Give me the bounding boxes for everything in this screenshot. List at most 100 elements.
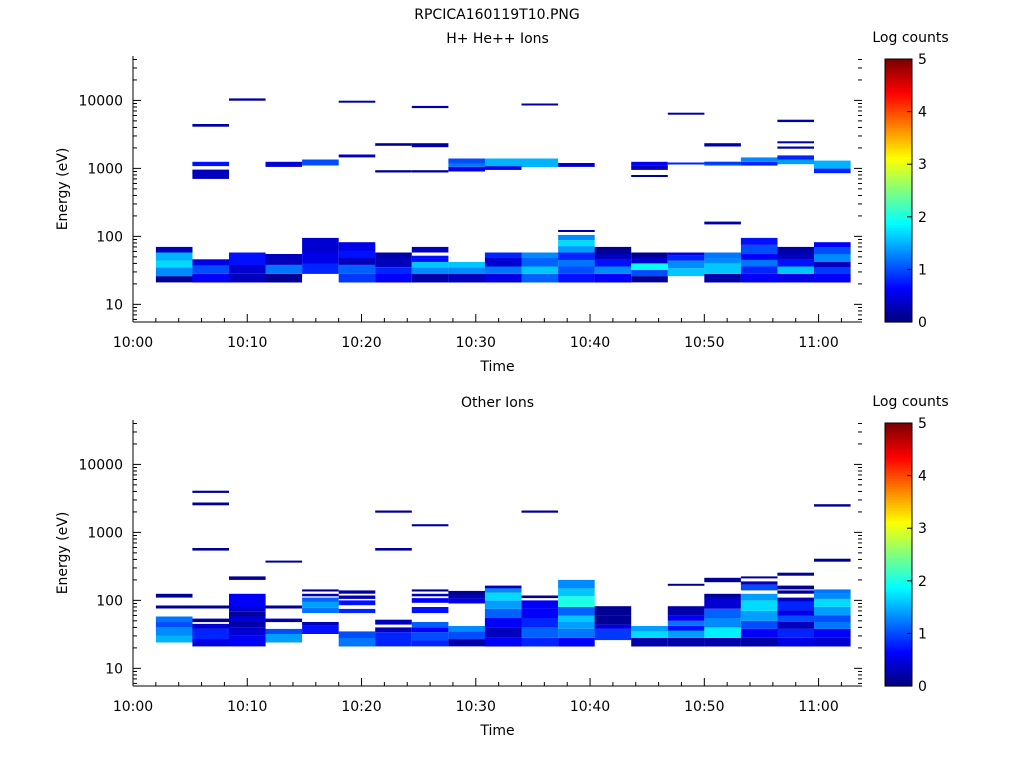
heatmap-cell xyxy=(740,620,778,629)
heatmap-cell xyxy=(594,615,632,625)
colorbar-segment xyxy=(885,219,912,223)
heatmap-cell xyxy=(558,163,595,167)
panel-title: Other Ions xyxy=(461,395,534,411)
colorbar-segment xyxy=(885,486,912,490)
colorbar-segment xyxy=(885,562,912,566)
heatmap-cell xyxy=(740,274,778,283)
colorbar-segment xyxy=(885,156,912,160)
colorbar-segment xyxy=(885,198,912,202)
x-tick-label: 10:50 xyxy=(684,699,724,715)
colorbar-segment xyxy=(885,475,912,479)
colorbar-segment xyxy=(885,277,912,281)
colorbar-tick-label: 5 xyxy=(918,416,927,432)
colorbar-tick-label: 0 xyxy=(918,679,927,695)
heatmap-cell xyxy=(338,242,376,251)
colorbar-segment xyxy=(885,82,912,86)
heatmap-cell xyxy=(411,589,449,592)
heatmap-cell xyxy=(631,270,668,277)
heatmap-cell xyxy=(375,267,412,274)
heatmap-cell xyxy=(302,593,339,597)
heatmap-cell xyxy=(814,615,851,622)
colorbar-segment xyxy=(885,303,912,307)
colorbar-segment xyxy=(885,517,912,521)
colorbar-segment xyxy=(885,533,912,537)
colorbar-segment xyxy=(885,423,912,427)
heatmap-cell xyxy=(777,155,814,160)
figure-title: RPCICA160119T10.PNG xyxy=(414,7,579,23)
colorbar-segment xyxy=(885,59,912,63)
colorbar-segment xyxy=(885,596,912,600)
heatmap-cell xyxy=(192,259,229,266)
heatmap-cell xyxy=(484,592,522,601)
heatmap-cell xyxy=(338,154,376,158)
heatmap-cell xyxy=(667,630,705,638)
colorbar-segment xyxy=(885,483,912,487)
colorbar-segment xyxy=(885,551,912,556)
colorbar-segment xyxy=(885,64,912,68)
x-tick-label: 10:40 xyxy=(570,335,610,351)
heatmap-cell xyxy=(667,606,705,616)
heatmap-cell xyxy=(338,595,376,599)
colorbar-segment xyxy=(885,480,912,485)
heatmap-cell xyxy=(411,170,449,173)
x-tick-label: 10:10 xyxy=(227,699,267,715)
colorbar-segment xyxy=(885,314,912,318)
colorbar-segment xyxy=(885,101,912,105)
heatmap-cell xyxy=(704,252,741,259)
colorbar-segment xyxy=(885,488,912,492)
heatmap-cell xyxy=(411,262,449,268)
heatmap-cell xyxy=(338,258,376,265)
heatmap-cell xyxy=(192,623,229,629)
heatmap-cell xyxy=(777,146,814,149)
heatmap-cell xyxy=(777,615,814,622)
heatmap-cell xyxy=(155,605,193,609)
colorbar-segment xyxy=(885,130,912,134)
colorbar-segment xyxy=(885,227,912,231)
colorbar-segment xyxy=(885,85,912,89)
colorbar-segment xyxy=(885,211,912,215)
colorbar-segment xyxy=(885,203,912,207)
heatmap-cell xyxy=(484,627,522,638)
colorbar-segment xyxy=(885,240,912,244)
colorbar-segment xyxy=(885,166,912,171)
colorbar-segment xyxy=(885,295,912,299)
heatmap-cell xyxy=(338,100,376,103)
heatmap-cell xyxy=(704,577,741,583)
heatmap-cell xyxy=(192,502,229,506)
heatmap-cell xyxy=(448,598,485,604)
colorbar-segment xyxy=(885,140,912,144)
colorbar-segment xyxy=(885,182,912,186)
heatmap-cell xyxy=(448,590,485,595)
heatmap-cell xyxy=(521,600,559,609)
heatmap-cell xyxy=(558,252,595,260)
colorbar-segment xyxy=(885,680,912,684)
heatmap-cell xyxy=(814,267,851,274)
y-ticks xyxy=(133,58,862,320)
heatmap-cell xyxy=(594,606,632,616)
colorbar-tick-label: 2 xyxy=(918,210,927,226)
x-axis-label: Time xyxy=(479,359,514,375)
colorbar-tick-label: 2 xyxy=(918,574,927,590)
colorbar-segment xyxy=(885,449,912,453)
heatmap-cell xyxy=(558,622,595,629)
heatmap-cell xyxy=(521,618,559,628)
y-axis-label: Energy (eV) xyxy=(55,512,71,595)
heatmap-cell xyxy=(338,600,376,606)
heatmap-cell xyxy=(814,504,851,507)
y-ticks xyxy=(133,422,862,684)
colorbar-segment xyxy=(885,617,912,621)
colorbar-segment xyxy=(885,61,912,65)
colorbar-segment xyxy=(885,174,912,178)
colorbar-frame xyxy=(884,422,913,687)
heatmap-cell xyxy=(558,230,595,232)
heatmap-cell xyxy=(338,264,376,274)
colorbar-segment xyxy=(885,169,912,173)
heatmap-cell xyxy=(814,589,851,594)
heatmap-cell xyxy=(375,170,412,173)
x-tick-label: 10:40 xyxy=(570,699,610,715)
colorbar-segment xyxy=(885,206,912,210)
x-tick-label: 10:20 xyxy=(341,699,381,715)
colorbar-segment xyxy=(885,636,912,640)
heatmap-cell xyxy=(521,510,559,513)
